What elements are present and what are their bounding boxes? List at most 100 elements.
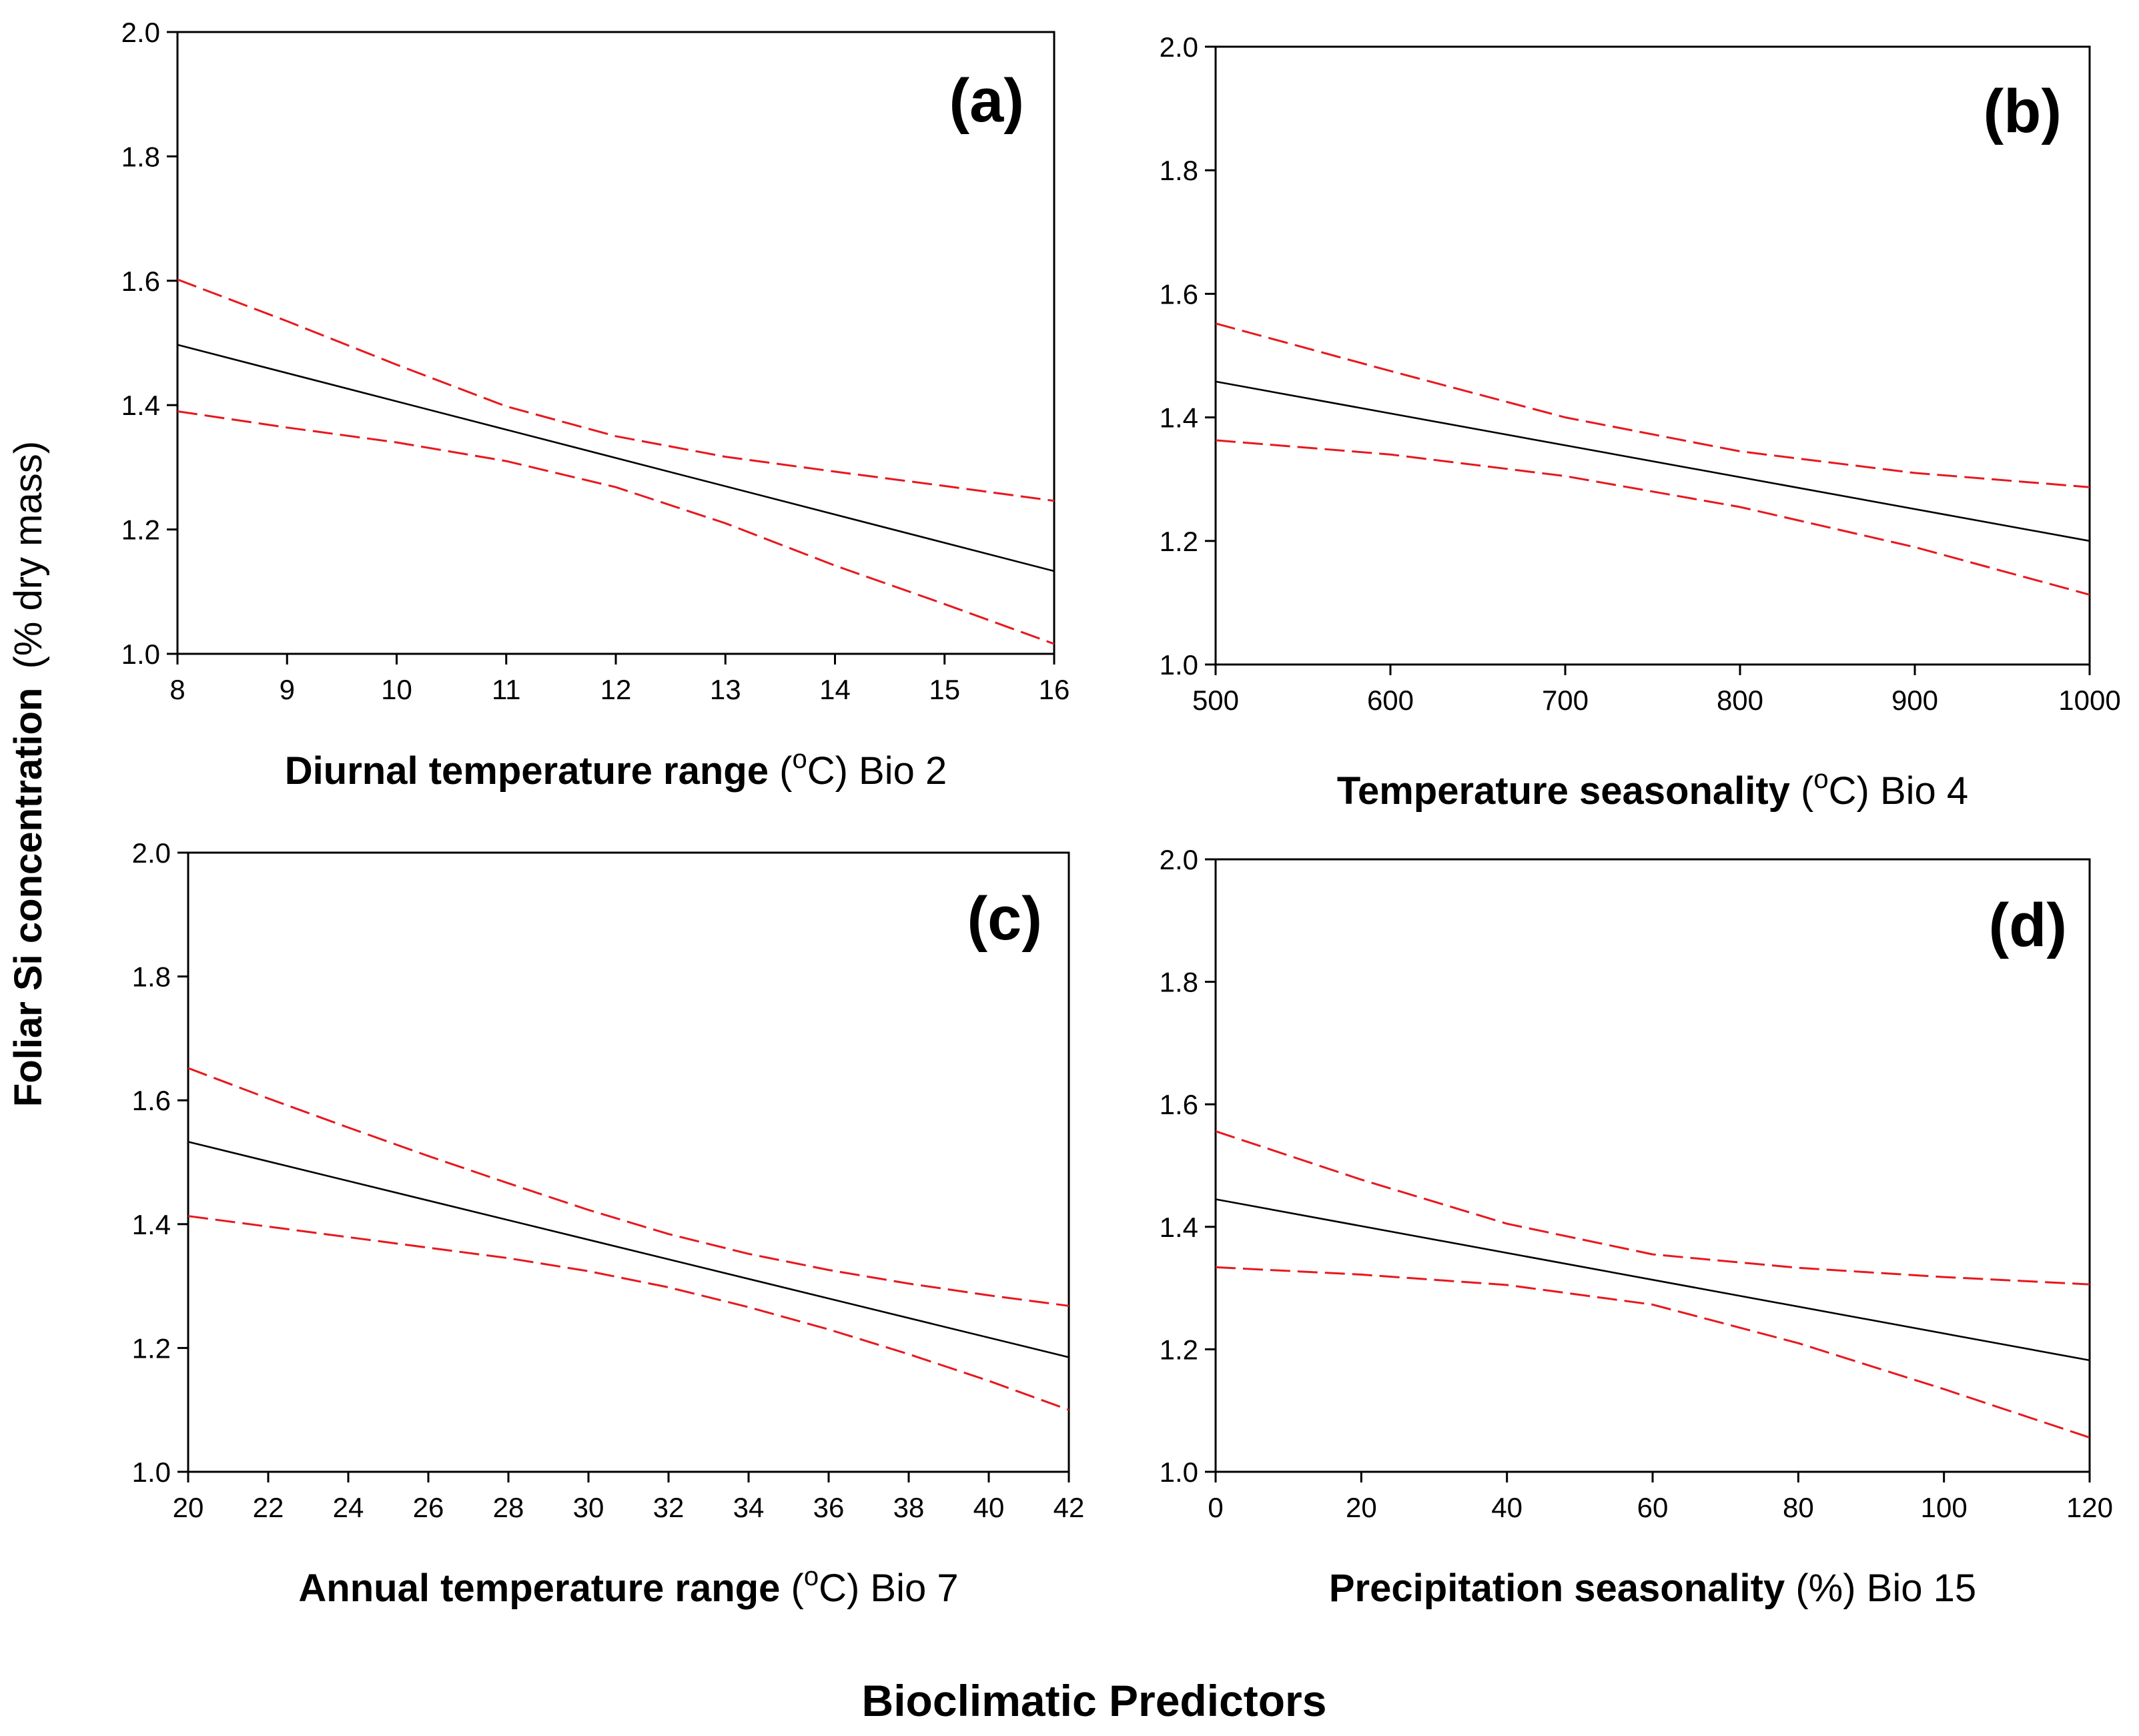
- panel-b-ytick-label: 2.0: [1160, 31, 1198, 63]
- panel-a-x-axis-title-unit-open: (: [769, 749, 792, 793]
- panel-a-ytick-label: 1.0: [121, 638, 160, 670]
- x-axis-title: Bioclimatic Predictors: [862, 1676, 1327, 1725]
- panel-a-x-axis-title-degree: o: [792, 745, 807, 774]
- panel-d-ytick-label: 1.8: [1160, 967, 1198, 998]
- panel-a-xtick-label: 14: [819, 674, 851, 705]
- panel-b-lower-ci-line: [1215, 439, 2090, 596]
- panel-c-xtick-label: 24: [333, 1492, 364, 1523]
- panel-a-x-axis-title-bold: Diurnal temperature range: [285, 749, 769, 793]
- panel-d-lower-ci-line: [1215, 1266, 2090, 1439]
- panel-a-x-axis-title-unit-close: C) Bio 2: [807, 749, 947, 793]
- panel-c-ytick-label: 1.2: [132, 1332, 171, 1364]
- panels-group: 1.0 1.2 1.4 1.6 1.8 2.0 8 9 10 11 12 13 14 15 16 (a) Diu…: [121, 17, 2121, 1610]
- panel-b-xtick-label: 900: [1891, 685, 1938, 716]
- panel-a-ytick-label: 2.0: [121, 17, 160, 48]
- panel-b-xtick-label: 1000: [2058, 685, 2120, 716]
- panel-d-xtick-label: 60: [1637, 1492, 1669, 1523]
- panel-d-x-axis-title-bold: Precipitation seasonality: [1329, 1567, 1785, 1610]
- panel-d-xtick-label: 100: [1921, 1492, 1968, 1523]
- panel-d-ytick-label: 1.6: [1160, 1089, 1198, 1120]
- panel-d-ytick-label: 2.0: [1160, 844, 1198, 875]
- panel-b-x-axis-title-degree: o: [1813, 765, 1828, 794]
- panel-a-xtick-label: 9: [280, 674, 295, 705]
- panel-c-xtick-label: 34: [733, 1492, 765, 1523]
- panel-b-ytick-label: 1.8: [1160, 155, 1198, 186]
- panel-a-ytick-label: 1.4: [121, 390, 160, 421]
- panel-d-ytick-label: 1.4: [1160, 1212, 1198, 1243]
- panel-c-xtick-label: 26: [413, 1492, 444, 1523]
- panel-b-ytick-label: 1.0: [1160, 649, 1198, 681]
- panel-b-ytick-label: 1.2: [1160, 526, 1198, 557]
- panel-c-xtick-label: 22: [253, 1492, 284, 1523]
- panel-c-lower-ci-line: [187, 1215, 1070, 1411]
- panel-a-letter: (a): [949, 67, 1024, 135]
- panel-c-ytick-label: 1.0: [132, 1456, 171, 1488]
- panel-a-x-axis-title: Diurnal temperature range (oC) Bio 2: [285, 745, 947, 793]
- panel-a: 1.0 1.2 1.4 1.6 1.8 2.0 8 9 10 11 12 13 14 15 16 (a) Diu…: [121, 17, 1070, 793]
- panel-c-xtick-label: 42: [1053, 1492, 1085, 1523]
- y-axis-title-main: Foliar Si concentration: [7, 688, 50, 1107]
- panel-b-x-axis-title-unit-close: C) Bio 4: [1829, 769, 1969, 813]
- panel-a-xtick-label: 8: [169, 674, 185, 705]
- panel-d-x-axis-title: Precipitation seasonality (%) Bio 15: [1329, 1567, 1976, 1610]
- panel-c-xtick-label: 36: [813, 1492, 845, 1523]
- panel-d-x-axis-title-unit-open: (%) Bio 15: [1785, 1567, 1976, 1610]
- panel-c-xtick-label: 20: [173, 1492, 204, 1523]
- panel-d-xtick-label: 80: [1783, 1492, 1814, 1523]
- panel-d: 1.0 1.2 1.4 1.6 1.8 2.0 0 20 40 60 80 100 120 (d) Prec…: [1160, 844, 2113, 1610]
- panel-a-ytick-label: 1.2: [121, 514, 160, 546]
- panel-d-ytick-label: 1.2: [1160, 1334, 1198, 1365]
- panel-d-xtick-label: 40: [1491, 1492, 1523, 1523]
- panel-c-xtick-label: 40: [973, 1492, 1005, 1523]
- panel-a-xtick-label: 11: [492, 674, 521, 705]
- panel-c: 1.0 1.2 1.4 1.6 1.8 2.0 20 22 24 26 28 30 32 34 36 38 40…: [132, 837, 1085, 1610]
- panel-d-letter: (d): [1989, 891, 2067, 959]
- panel-a-ytick-label: 1.8: [121, 141, 160, 172]
- panel-a-xtick-label: 13: [710, 674, 741, 705]
- panel-c-letter: (c): [967, 885, 1042, 953]
- panel-c-ytick-label: 2.0: [132, 837, 171, 869]
- panel-a-lower-ci-line: [177, 410, 1055, 645]
- panel-c-x-axis-title-bold: Annual temperature range: [298, 1567, 780, 1610]
- panel-c-ytick-label: 1.8: [132, 961, 171, 993]
- panel-b-frame: [1214, 45, 2091, 666]
- panel-a-xtick-label: 15: [929, 674, 960, 705]
- panel-b-x-axis-title-unit-open: (: [1790, 769, 1813, 813]
- panel-a-upper-ci-line: [177, 278, 1055, 502]
- panel-d-frame: [1214, 858, 2091, 1473]
- panel-d-xtick-label: 20: [1346, 1492, 1377, 1523]
- panel-b-fit-line: [1215, 380, 2090, 542]
- panel-b-letter: (b): [1984, 77, 2062, 145]
- panel-c-ytick-label: 1.4: [132, 1209, 171, 1240]
- panel-d-xtick-label: 0: [1208, 1492, 1223, 1523]
- y-axis-title: Foliar Si concentration (% dry mass): [7, 441, 50, 1107]
- y-axis-title-unit: (% dry mass): [7, 441, 50, 669]
- panel-c-xtick-label: 30: [573, 1492, 604, 1523]
- panel-c-ytick-label: 1.6: [132, 1085, 171, 1116]
- panel-b-ytick-label: 1.4: [1160, 402, 1198, 434]
- panel-b-xtick-label: 700: [1542, 685, 1589, 716]
- panel-d-xtick-label: 120: [2066, 1492, 2113, 1523]
- panel-a-ytick-label: 1.6: [121, 266, 160, 297]
- panel-d-fit-line: [1215, 1198, 2090, 1362]
- panel-c-x-axis-title-unit-open: (: [780, 1567, 803, 1610]
- panel-b: 1.0 1.2 1.4 1.6 1.8 2.0 500 600 700 800 900 1000 (b)…: [1160, 31, 2121, 813]
- panel-b-xtick-label: 800: [1717, 685, 1763, 716]
- panel-c-frame: [187, 851, 1070, 1473]
- panel-b-ytick-label: 1.6: [1160, 278, 1198, 310]
- panel-c-x-axis-title-degree: o: [804, 1562, 819, 1591]
- panel-b-x-axis-title-bold: Temperature seasonality: [1337, 769, 1790, 813]
- panel-a-xtick-label: 16: [1039, 674, 1070, 705]
- panel-b-xtick-label: 600: [1367, 685, 1414, 716]
- panel-b-upper-ci-line: [1215, 322, 2090, 488]
- panel-a-fit-line: [177, 344, 1055, 572]
- panel-b-x-axis-title: Temperature seasonality (oC) Bio 4: [1337, 765, 1968, 813]
- panel-a-xtick-label: 12: [600, 674, 632, 705]
- panel-c-xtick-label: 28: [493, 1492, 524, 1523]
- panel-c-xtick-label: 38: [893, 1492, 925, 1523]
- panel-d-upper-ci-line: [1215, 1130, 2090, 1286]
- panel-a-xtick-label: 10: [381, 674, 412, 705]
- panel-d-ytick-label: 1.0: [1160, 1456, 1198, 1488]
- panel-c-x-axis-title-unit-close: C) Bio 7: [819, 1567, 959, 1610]
